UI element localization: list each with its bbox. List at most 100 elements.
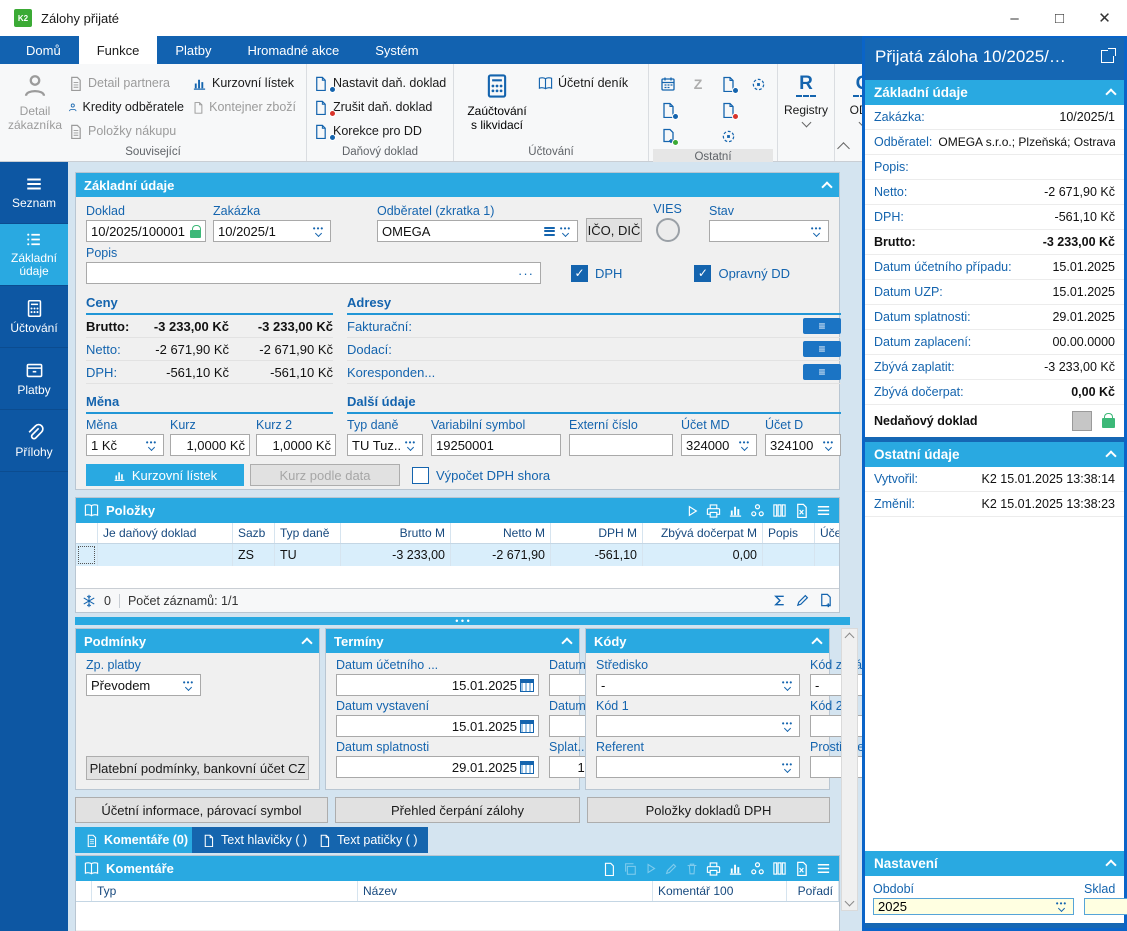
- print-icon[interactable]: [706, 503, 721, 518]
- new-record-icon[interactable]: [602, 862, 616, 876]
- lock-cycle-button[interactable]: [743, 71, 773, 97]
- ucet-d-field[interactable]: •••: [765, 434, 841, 456]
- tab-text-hlavicky[interactable]: Text hlavičky ( ): [192, 827, 317, 853]
- sum-icon[interactable]: [772, 593, 787, 608]
- collapse-icon[interactable]: [1105, 88, 1116, 99]
- close-button[interactable]: ✕: [1082, 0, 1127, 36]
- typ-dane-field[interactable]: •••: [347, 434, 423, 456]
- doc-remove-button[interactable]: [713, 97, 743, 123]
- more-button[interactable]: ···: [516, 266, 536, 281]
- calendar-icon[interactable]: [520, 761, 534, 774]
- lock-cycle2-button[interactable]: [713, 123, 743, 149]
- referent-field[interactable]: •••: [596, 756, 800, 778]
- sidebar-item-prilohy[interactable]: Přílohy: [0, 410, 68, 472]
- dropdown-icon[interactable]: •••: [403, 441, 418, 450]
- tab-funkce[interactable]: Funkce: [79, 36, 158, 64]
- tab-komentare[interactable]: Komentáře (0): [75, 827, 198, 853]
- registry-button[interactable]: R Registry: [782, 67, 830, 126]
- datum-vystaveni-field[interactable]: [336, 715, 539, 737]
- detail-zakaznika-button[interactable]: Detail zákazníka: [4, 67, 66, 132]
- ucetni-informace-button[interactable]: Účetní informace, párovací symbol: [75, 797, 328, 823]
- polozky-nakupu-button[interactable]: Položky nákupu: [66, 119, 190, 143]
- table-row[interactable]: ZS TU -3 233,00 -2 671,90 -561,10 0,00: [76, 544, 839, 566]
- group-icon[interactable]: [750, 861, 765, 876]
- sklad-field[interactable]: •••: [1084, 898, 1127, 915]
- kod1-field[interactable]: •••: [596, 715, 800, 737]
- calendar-doc-button[interactable]: [653, 71, 683, 97]
- kurz-podle-data-button[interactable]: Kurz podle data: [250, 464, 400, 486]
- datum-ucetniho-field[interactable]: [336, 674, 539, 696]
- tab-platby[interactable]: Platby: [157, 36, 229, 64]
- collapse-icon[interactable]: [301, 637, 312, 648]
- sidebar-item-uctovani[interactable]: Účtování: [0, 286, 68, 348]
- dph-checkbox[interactable]: [571, 265, 588, 282]
- collapse-icon[interactable]: [821, 181, 832, 192]
- dropdown-icon[interactable]: •••: [181, 681, 196, 690]
- doc-history-button[interactable]: [653, 97, 683, 123]
- group-icon[interactable]: [750, 503, 765, 518]
- frozen-rows-icon[interactable]: [82, 594, 96, 608]
- korekce-pro-dd-button[interactable]: Korekce pro DD: [311, 119, 449, 143]
- dropdown-icon[interactable]: •••: [780, 681, 795, 690]
- ucetni-denik-button[interactable]: Účetní deník: [536, 71, 644, 95]
- ico-dic-button[interactable]: IČO, DIČ: [586, 218, 642, 242]
- copy-icon[interactable]: [623, 862, 637, 876]
- collapse-icon[interactable]: [1105, 450, 1116, 461]
- collapse-icon[interactable]: [561, 637, 572, 648]
- opravny-dd-checkbox[interactable]: [694, 265, 711, 282]
- zp-platby-field[interactable]: •••: [86, 674, 201, 696]
- kurzovni-listek-button[interactable]: Kurzovní lístek: [190, 71, 302, 95]
- columns-icon[interactable]: [772, 861, 787, 876]
- stredisko-field[interactable]: •••: [596, 674, 800, 696]
- edit-icon[interactable]: [664, 862, 678, 876]
- add-record-icon[interactable]: [818, 593, 833, 608]
- dropdown-icon[interactable]: •••: [311, 227, 326, 236]
- collapse-icon[interactable]: [811, 637, 822, 648]
- tab-system[interactable]: Systém: [357, 36, 436, 64]
- run-icon[interactable]: [644, 862, 657, 875]
- obdobi-field[interactable]: •••: [873, 898, 1074, 915]
- polozky-dokladu-dph-button[interactable]: Položky dokladů DPH: [587, 797, 830, 823]
- calendar-icon[interactable]: [520, 720, 534, 733]
- vypocet-dph-checkbox[interactable]: [412, 467, 429, 484]
- columns-icon[interactable]: [772, 503, 787, 518]
- kurz2-field[interactable]: [256, 434, 336, 456]
- kody-header[interactable]: Kódy: [586, 629, 829, 653]
- row-selector[interactable]: [78, 546, 95, 564]
- dropdown-icon[interactable]: •••: [558, 227, 573, 236]
- section-header[interactable]: Základní údaje: [865, 80, 1124, 105]
- tab-hromadne-akce[interactable]: Hromadné akce: [229, 36, 357, 64]
- scroll-up-icon[interactable]: [845, 633, 855, 643]
- dropdown-icon[interactable]: •••: [144, 441, 159, 450]
- nedanovy-checkbox[interactable]: [1072, 411, 1092, 431]
- kontejner-zbozi-button[interactable]: Kontejner zboží: [190, 95, 302, 119]
- vertical-scrollbar[interactable]: [841, 628, 858, 911]
- doc-add-button[interactable]: [653, 123, 683, 149]
- run-icon[interactable]: [685, 504, 699, 518]
- menu-icon[interactable]: [816, 503, 831, 518]
- datum-splatnosti-field[interactable]: [336, 756, 539, 778]
- z-button[interactable]: Z: [683, 71, 713, 97]
- odberatel-field[interactable]: •••: [377, 220, 578, 242]
- excel-export-icon[interactable]: [794, 503, 809, 518]
- open-in-window-icon[interactable]: [1101, 50, 1114, 63]
- excel-export-icon[interactable]: [794, 861, 809, 876]
- stav-field[interactable]: •••: [709, 220, 829, 242]
- sidebar-item-zakladni-udaje[interactable]: Základní údaje: [0, 224, 68, 286]
- chart-icon[interactable]: [728, 861, 743, 876]
- dropdown-icon[interactable]: •••: [809, 227, 824, 236]
- zrusit-dan-doklad-button[interactable]: Zrušit daň. doklad: [311, 95, 449, 119]
- splitter-handle[interactable]: [75, 617, 850, 625]
- externi-cislo-field[interactable]: [569, 434, 673, 456]
- doklad-field[interactable]: [86, 220, 206, 242]
- nastavit-dan-doklad-button[interactable]: Nastavit daň. doklad: [311, 71, 449, 95]
- scroll-down-icon[interactable]: [845, 897, 855, 907]
- terminy-header[interactable]: Termíny: [326, 629, 579, 653]
- variabilni-symbol-field[interactable]: [431, 434, 561, 456]
- address-edit-button[interactable]: ≡: [803, 341, 841, 357]
- platebni-podminky-button[interactable]: Platební podmínky, bankovní účet CZ: [86, 756, 309, 780]
- ucet-md-field[interactable]: •••: [681, 434, 757, 456]
- dropdown-icon[interactable]: •••: [780, 763, 795, 772]
- maximize-button[interactable]: □: [1037, 0, 1082, 36]
- address-edit-button[interactable]: ≡: [803, 318, 841, 334]
